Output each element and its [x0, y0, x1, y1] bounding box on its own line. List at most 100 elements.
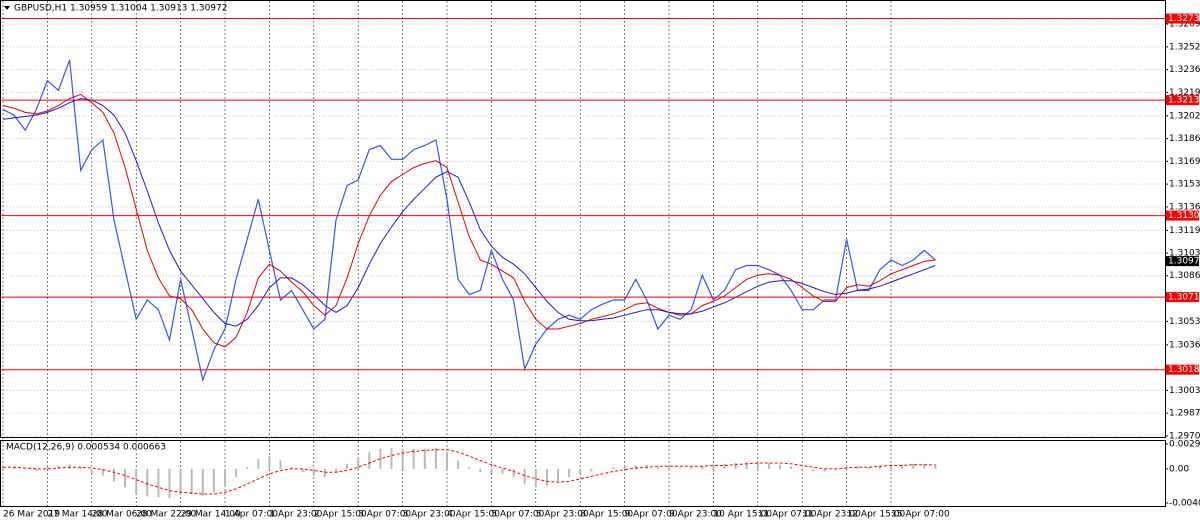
macd-bar [201, 468, 204, 496]
macd-bar [623, 466, 626, 469]
level-label: 1.31302 [1168, 211, 1200, 221]
macd-bar [912, 463, 915, 469]
macd-bar [878, 465, 881, 469]
macd-bar [767, 463, 770, 469]
macd-bar [801, 468, 804, 470]
y-tick-label: 1.32525 [1169, 42, 1200, 52]
macd-bar [124, 468, 127, 488]
level-tag [1166, 364, 1199, 375]
macd-bar [13, 467, 16, 469]
y-tick-label: 1.32025 [1169, 111, 1200, 121]
macd-bar [923, 463, 926, 469]
macd-bar [246, 467, 249, 469]
price-line [2, 93, 936, 348]
x-tick-label: 9 Apr 07:00 [625, 510, 678, 520]
y-tick-label: 1.29705 [1169, 431, 1200, 441]
y-tick-label: 0.00 [1169, 464, 1189, 474]
macd-bar [168, 468, 171, 499]
macd-bar [534, 468, 537, 488]
y-tick-label: 1.30035 [1169, 386, 1200, 396]
macd-bar [845, 465, 848, 469]
macd-bar [379, 448, 382, 469]
x-tick-label: 28 Mar 22:00 [136, 510, 196, 520]
price-line [2, 98, 936, 327]
macd-bar [601, 468, 604, 470]
macd-bar [157, 468, 160, 498]
macd-bar [457, 460, 460, 469]
macd-bar [368, 452, 371, 469]
x-tick-label: 1 Apr 07:00 [225, 510, 278, 520]
signal-line [3, 449, 936, 495]
macd-bar [390, 447, 393, 469]
x-tick-label: 11 Apr 23:00 [802, 510, 861, 520]
macd-bar [190, 468, 193, 494]
macd-bar [146, 468, 149, 497]
macd-bar [323, 468, 326, 478]
x-tick-label: 1 Apr 23:00 [269, 510, 322, 520]
macd-bar [212, 468, 215, 493]
y-tick-label: 1.32360 [1169, 65, 1200, 75]
y-tick-label: 1.30365 [1169, 340, 1200, 350]
macd-bar [224, 468, 226, 486]
level-label: 1.32139 [1168, 96, 1200, 106]
macd-bar [634, 465, 637, 469]
macd-bar [35, 468, 38, 471]
macd-bar [279, 460, 282, 469]
y-tick-label: 0.002972 [1169, 440, 1200, 450]
macd-bar [346, 463, 349, 469]
macd-bar [257, 458, 260, 469]
x-tick-label: 29 Mar 14:00 [181, 510, 241, 520]
y-tick-label: 1.31365 [1169, 202, 1200, 212]
macd-bar [113, 468, 115, 482]
menu-arrow[interactable] [4, 6, 10, 10]
macd-bar [890, 464, 892, 469]
macd-bar [690, 467, 693, 469]
price-panel [0, 0, 1166, 438]
x-tick-label: 4 Apr 15:00 [447, 510, 500, 520]
y-tick-label: 1.31195 [1169, 226, 1200, 236]
macd-bar [856, 466, 859, 469]
x-tick-label: 5 Apr 23:00 [536, 510, 589, 520]
macd-panel [0, 440, 1166, 507]
macd-bar [423, 448, 426, 469]
macd-bar [490, 468, 493, 474]
y-tick-label: -0.004082 [1169, 499, 1200, 509]
y-tick-label: 1.30535 [1169, 317, 1200, 327]
macd-bar [668, 467, 670, 469]
macd-bar [46, 467, 49, 469]
y-tick-label: 1.32690 [1169, 20, 1200, 30]
macd-bar [745, 462, 748, 469]
macd-bar [57, 465, 60, 469]
macd-bar [779, 464, 781, 469]
macd-bar [568, 468, 571, 478]
macd-bar [523, 468, 526, 484]
macd-bar [867, 467, 870, 469]
macd-bar [590, 468, 593, 472]
y-tick-label: 1.32195 [1169, 88, 1200, 98]
x-tick-label: 28 Mar 06:00 [92, 510, 152, 520]
macd-bar [545, 468, 548, 486]
macd-bar [335, 468, 337, 473]
macd-bar [446, 452, 448, 469]
macd-bar [401, 448, 404, 469]
x-tick-label: 10 Apr 15:00 [713, 510, 772, 520]
macd-bar [901, 464, 904, 469]
macd-bar [712, 464, 715, 469]
macd-bar [24, 468, 27, 470]
x-tick-label: 11 Apr 07:00 [758, 510, 817, 520]
macd-bar [512, 468, 515, 478]
macd-bar [579, 468, 582, 474]
y-tick-label: 1.31030 [1169, 249, 1200, 259]
macd-bar [268, 456, 271, 469]
y-tick-label: 1.30866 [1169, 271, 1200, 281]
level-tag [1166, 13, 1199, 24]
level-label: 1.30185 [1168, 365, 1200, 375]
macd-bar [468, 467, 471, 469]
macd-bar [434, 447, 437, 469]
macd-bar [701, 465, 704, 469]
x-tick-label: 26 Mar 2019 [3, 510, 60, 520]
x-tick-label: 3 Apr 07:00 [358, 510, 411, 520]
y-tick-label: 1.29870 [1169, 409, 1200, 419]
